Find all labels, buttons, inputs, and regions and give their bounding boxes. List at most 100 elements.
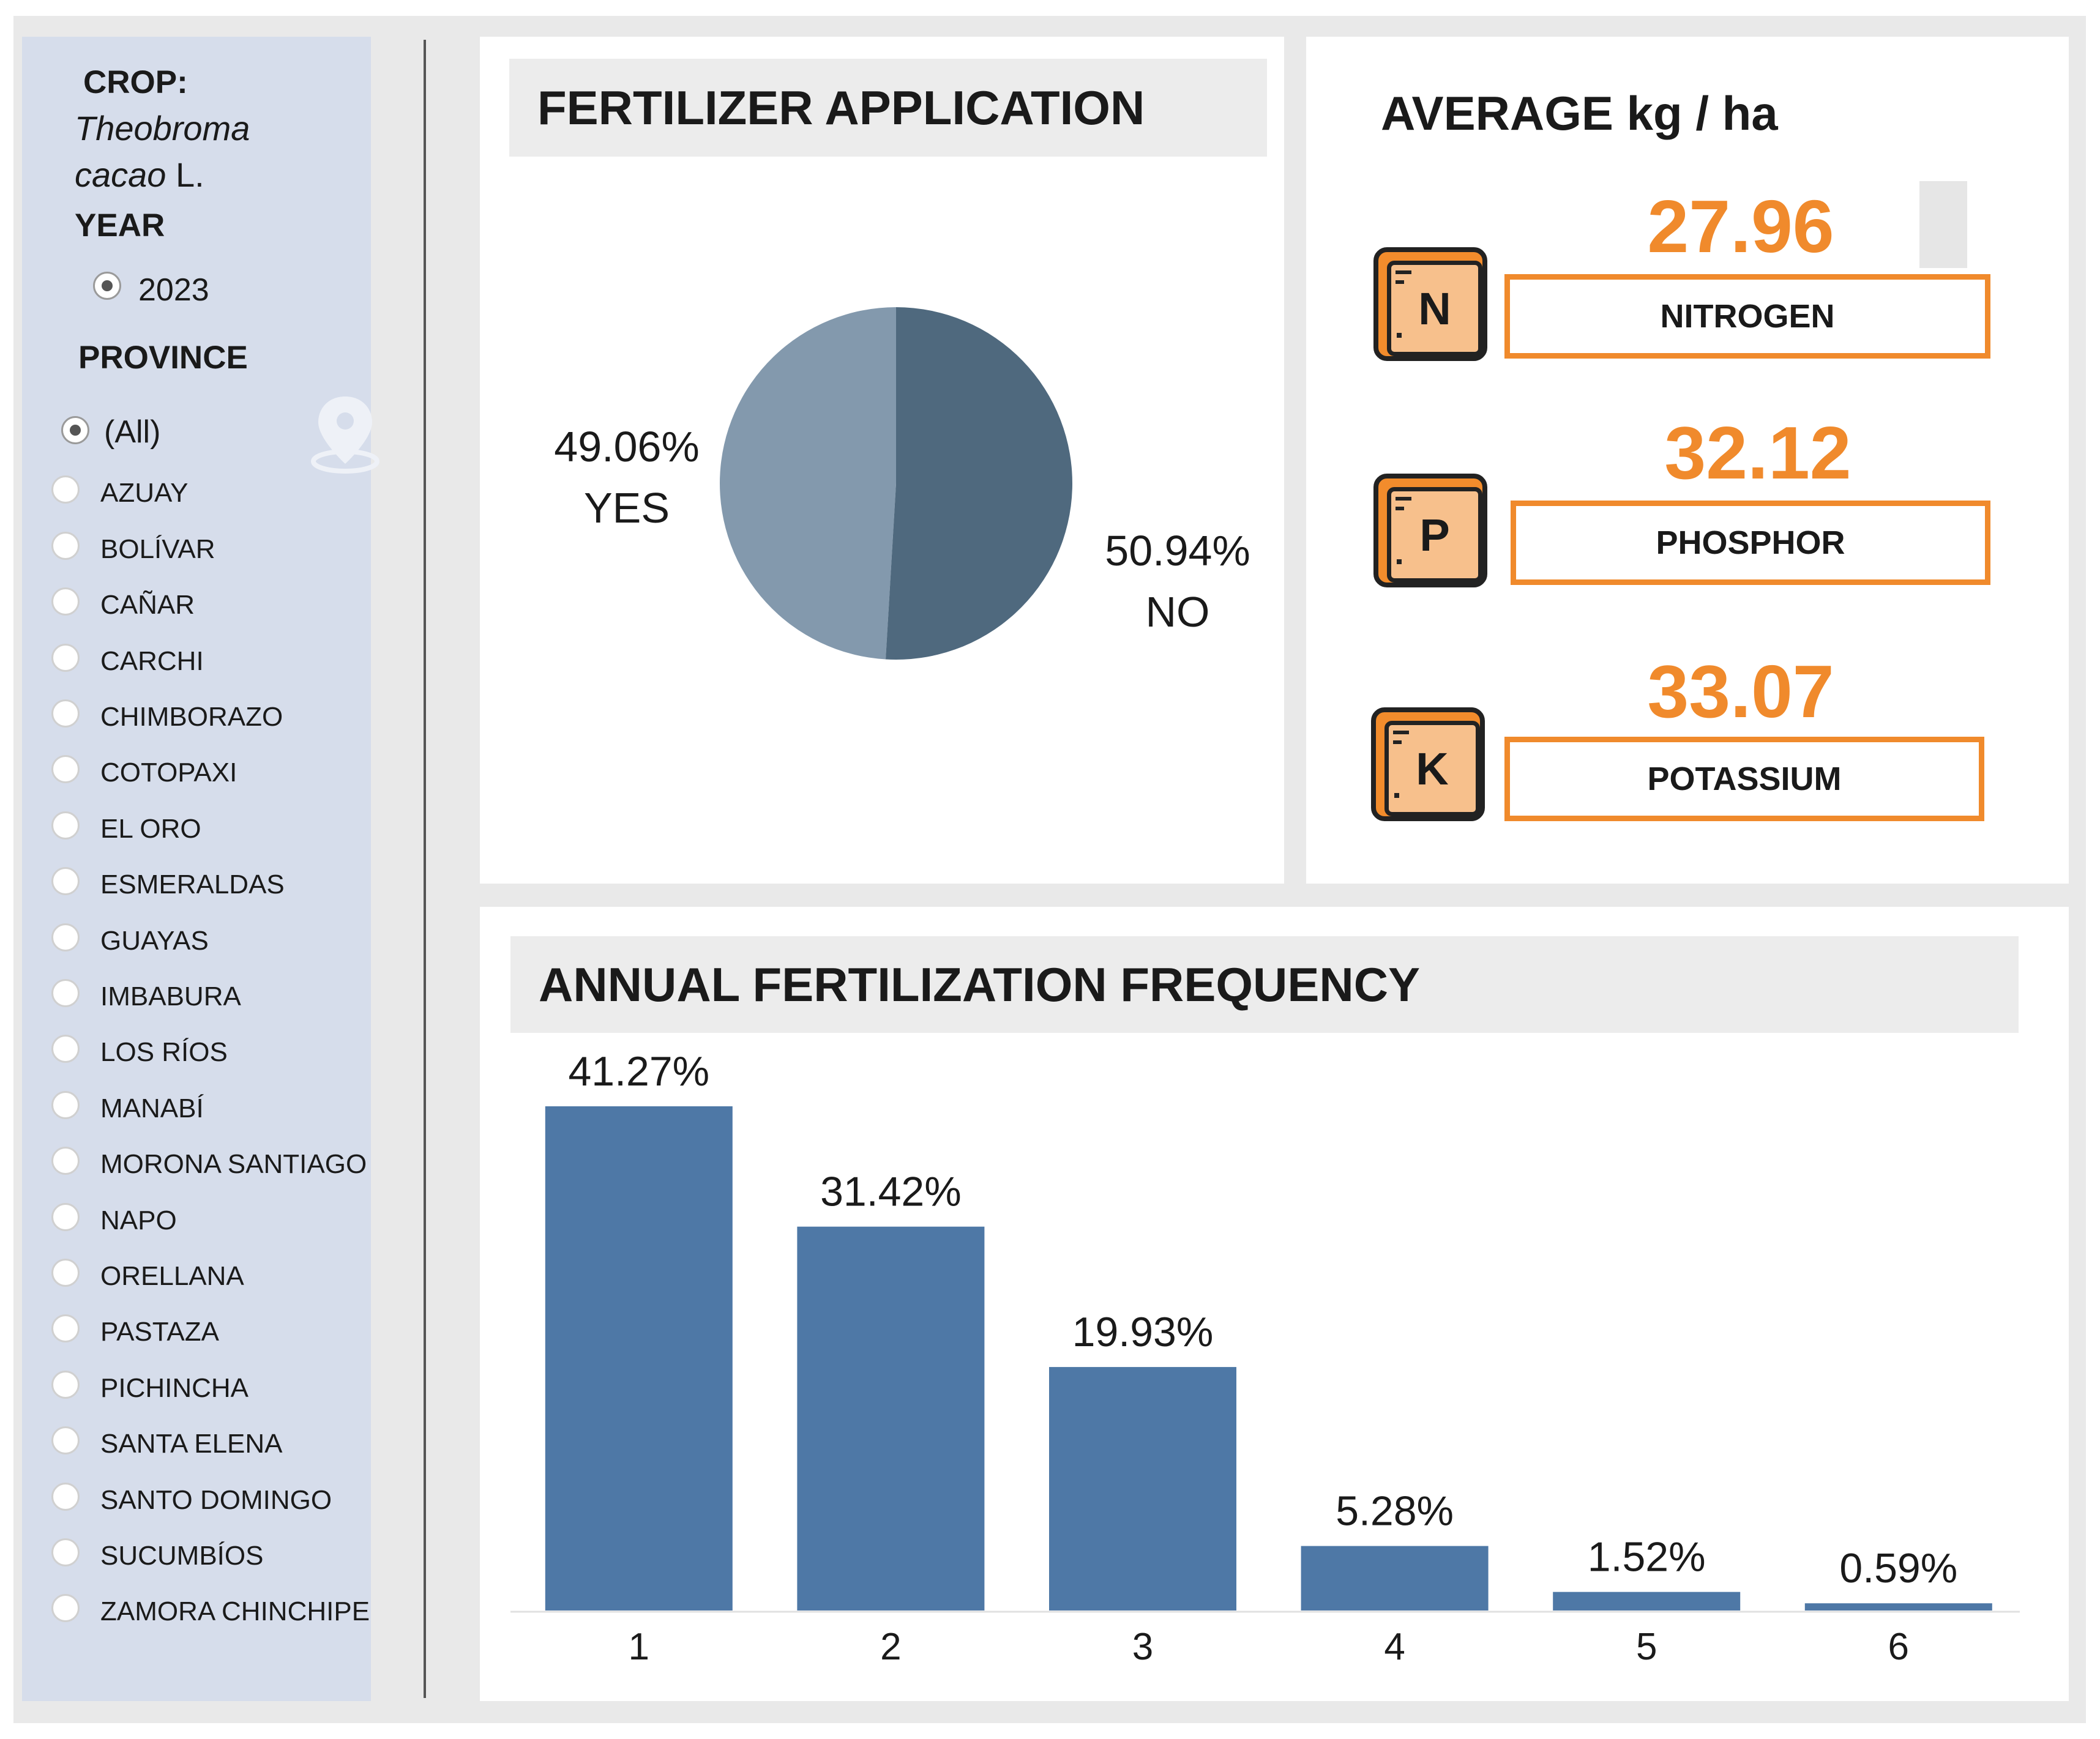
province-radio[interactable]	[61, 416, 89, 444]
province-radio[interactable]	[51, 532, 80, 560]
province-radio[interactable]	[51, 644, 80, 672]
average-title: AVERAGE kg / ha	[1381, 86, 1778, 140]
bar-value-label: 41.27%	[568, 1048, 709, 1095]
pie-label-no: 50.94% NO	[1080, 520, 1276, 642]
province-label: (All)	[104, 414, 161, 450]
bar-frequency-6	[1804, 1603, 1992, 1611]
pie-slice-no	[886, 307, 1073, 660]
bar-frequency-2	[797, 1226, 985, 1611]
pie-yes-pct: 49.06%	[554, 423, 700, 471]
province-radio[interactable]	[51, 587, 80, 616]
province-label: SANTO DOMINGO	[100, 1485, 332, 1515]
province-label: CARCHI	[100, 646, 204, 676]
x-tick-label: 5	[1636, 1626, 1657, 1668]
province-radio[interactable]	[51, 755, 80, 783]
bar-frequency-5	[1553, 1592, 1741, 1611]
province-radio[interactable]	[51, 923, 80, 951]
province-label: ORELLANA	[100, 1261, 244, 1291]
x-tick-label: 4	[1384, 1626, 1405, 1668]
fertilizer-application-panel: FERTILIZER APPLICATION 49.06% YES 50.94%…	[480, 37, 1284, 884]
bar-value-label: 19.93%	[1072, 1309, 1214, 1355]
pie-slice-yes	[720, 307, 896, 660]
annual-frequency-panel: ANNUAL FERTILIZATION FREQUENCY 41.27% 1 31…	[480, 907, 2069, 1701]
province-label: CHIMBORAZO	[100, 702, 283, 732]
potassium-label-box: POTASSIUM	[1504, 737, 1984, 821]
crop-heading: CROP:	[83, 64, 188, 100]
x-tick-label: 6	[1888, 1626, 1909, 1668]
province-radio[interactable]	[51, 1203, 80, 1231]
year-label: 2023	[138, 272, 209, 308]
province-radio[interactable]	[51, 1538, 80, 1566]
province-radio[interactable]	[51, 699, 80, 728]
province-label: PASTAZA	[100, 1317, 219, 1347]
bar-frequency-3	[1049, 1367, 1236, 1611]
pie-no-text: NO	[1145, 588, 1210, 636]
province-label: BOLÍVAR	[100, 534, 215, 564]
province-label: PICHINCHA	[100, 1373, 249, 1403]
pie-chart	[720, 307, 1073, 660]
nitrogen-value: 27.96	[1647, 185, 1834, 268]
nitrogen-element-icon: N	[1373, 247, 1487, 361]
location-pin-icon	[311, 397, 379, 474]
province-radio[interactable]	[51, 1371, 80, 1399]
province-label: EL ORO	[100, 814, 201, 844]
year-heading: YEAR	[75, 207, 165, 244]
province-radio[interactable]	[51, 1426, 80, 1454]
pie-label-yes: 49.06% YES	[535, 416, 719, 538]
province-radio[interactable]	[51, 1594, 80, 1622]
bar-value-label: 1.52%	[1588, 1534, 1706, 1581]
filter-sidebar: CROP: Theobroma cacao L. YEAR 2023 PROVI…	[22, 37, 379, 1701]
province-label: IMBABURA	[100, 981, 241, 1011]
province-label: MANABÍ	[100, 1093, 204, 1123]
province-radio[interactable]	[51, 1091, 80, 1119]
scroll-tab	[1919, 181, 1967, 268]
frequency-bar-chart: 41.27% 1 31.42% 2 19.93% 3 5.28% 4 1.52% 5 0.59% 6	[510, 1048, 2020, 1668]
province-radio[interactable]	[51, 1147, 80, 1175]
phosphor-symbol: P	[1419, 509, 1450, 560]
province-label: LOS RÍOS	[100, 1037, 228, 1067]
province-radio[interactable]	[51, 979, 80, 1007]
province-label: SUCUMBÍOS	[100, 1541, 264, 1571]
province-radio[interactable]	[51, 867, 80, 895]
potassium-symbol: K	[1416, 743, 1449, 794]
province-radio[interactable]	[51, 811, 80, 840]
bar-value-label: 0.59%	[1839, 1545, 1957, 1592]
nitrogen-label-box: NITROGEN	[1504, 274, 1990, 359]
province-label: MORONA SANTIAGO	[100, 1149, 367, 1179]
average-panel: AVERAGE kg / ha 27.96 N NITROGEN 32.12 P…	[1306, 37, 2069, 884]
province-radio[interactable]	[51, 1483, 80, 1511]
potassium-element-icon: K	[1371, 707, 1485, 821]
province-label: COTOPAXI	[100, 758, 237, 788]
phosphor-value: 32.12	[1664, 411, 1852, 494]
crop-genus: Theobroma	[75, 109, 250, 147]
province-radio[interactable]	[51, 475, 80, 504]
province-label: CAÑAR	[100, 590, 195, 620]
province-label: AZUAY	[100, 478, 189, 508]
crop-name: Theobroma cacao L.	[75, 105, 250, 198]
crop-species: cacao	[75, 155, 166, 194]
province-label: NAPO	[100, 1205, 177, 1235]
province-label: SANTA ELENA	[100, 1429, 283, 1459]
province-radio[interactable]	[51, 1314, 80, 1342]
year-radio[interactable]	[93, 272, 121, 300]
province-radio[interactable]	[51, 1259, 80, 1287]
crop-author: L.	[166, 155, 204, 194]
province-label: ESMERALDAS	[100, 870, 285, 899]
pie-no-pct: 50.94%	[1105, 527, 1250, 575]
fertilizer-application-title: FERTILIZER APPLICATION	[509, 59, 1267, 157]
province-radio[interactable]	[51, 1035, 80, 1063]
province-label: GUAYAS	[100, 926, 209, 956]
x-tick-label: 1	[629, 1626, 649, 1668]
province-label: ZAMORA CHINCHIPE	[100, 1596, 370, 1626]
phosphor-label-box: PHOSPHOR	[1511, 501, 1990, 585]
x-tick-label: 2	[880, 1626, 901, 1668]
pie-yes-text: YES	[583, 484, 670, 532]
annual-frequency-title: ANNUAL FERTILIZATION FREQUENCY	[510, 936, 2019, 1033]
bar-frequency-4	[1301, 1546, 1489, 1611]
nitrogen-symbol: N	[1418, 283, 1451, 334]
sidebar-divider	[424, 40, 426, 1698]
phosphor-element-icon: P	[1373, 474, 1487, 587]
potassium-value: 33.07	[1647, 650, 1834, 733]
bar-value-label: 31.42%	[820, 1169, 962, 1215]
x-tick-label: 3	[1132, 1626, 1153, 1668]
